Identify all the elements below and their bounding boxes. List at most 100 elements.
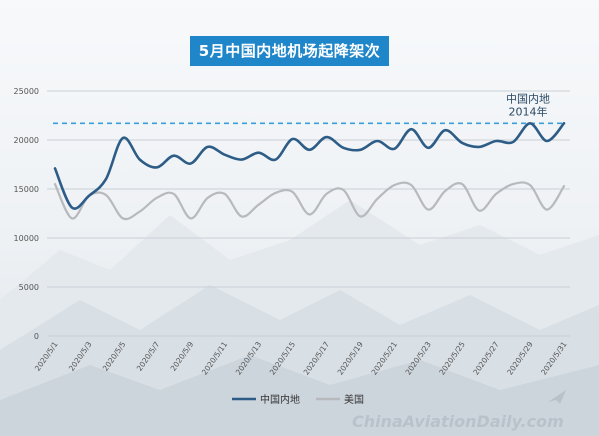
series-lines: [53, 121, 566, 221]
watermark-text: ChinaAviationDaily.com: [352, 412, 564, 431]
data-point-china: [478, 146, 480, 148]
data-point-us: [461, 183, 463, 185]
y-tick-label: 10000: [14, 234, 39, 243]
data-point-china: [223, 154, 225, 156]
legend: 中国内地 美国: [232, 393, 364, 406]
y-tick-label: 5000: [19, 283, 39, 292]
data-point-china: [274, 158, 276, 160]
legend-label-us: 美国: [344, 393, 364, 406]
data-point-us: [342, 189, 344, 191]
data-point-china: [376, 140, 378, 142]
x-tick-label: 2020/5/3: [67, 340, 94, 373]
data-point-china: [444, 129, 446, 131]
data-point-us: [478, 209, 480, 211]
y-tick-label: 0: [34, 332, 39, 341]
reference-label-line2: 2014年: [509, 104, 548, 118]
data-point-china: [546, 140, 548, 142]
data-point-china: [529, 122, 531, 124]
x-tick-label: 2020/5/27: [471, 340, 501, 377]
data-point-us: [495, 193, 497, 195]
x-tick-label: 2020/5/29: [505, 340, 535, 377]
data-point-us: [274, 192, 276, 194]
x-tick-label: 2020/5/25: [437, 340, 467, 377]
data-point-us: [427, 208, 429, 210]
data-point-china: [173, 154, 175, 156]
data-point-china: [122, 137, 124, 139]
data-point-us: [105, 194, 107, 196]
data-point-china: [410, 128, 412, 130]
x-tick-label: 2020/5/7: [135, 340, 162, 373]
data-point-us: [410, 184, 412, 186]
y-axis-ticks: 0 5000 10000 15000 20000 25000: [14, 87, 39, 341]
y-tick-label: 15000: [14, 185, 39, 194]
x-axis-ticks: 2020/5/1 2020/5/3 2020/5/5 2020/5/7 2020/5/9…: [33, 340, 569, 377]
data-point-china: [563, 122, 565, 124]
data-point-china: [342, 147, 344, 149]
data-point-china: [240, 158, 242, 160]
data-point-china: [308, 149, 310, 151]
data-point-china: [359, 149, 361, 151]
data-point-us: [156, 197, 158, 199]
data-point-us: [207, 197, 209, 199]
x-tick-label: 2020/5/11: [200, 340, 230, 377]
x-tick-label: 2020/5/5: [101, 340, 128, 373]
data-point-china: [139, 158, 141, 160]
x-tick-label: 2020/5/13: [234, 340, 264, 377]
x-tick-label: 2020/5/9: [169, 340, 196, 373]
data-point-us: [257, 203, 259, 205]
data-point-us: [512, 183, 514, 185]
data-point-us: [139, 210, 141, 212]
data-point-us: [71, 217, 73, 219]
data-point-us: [376, 198, 378, 200]
data-point-us: [444, 190, 446, 192]
data-point-china: [512, 141, 514, 143]
x-tick-label: 2020/5/15: [268, 340, 298, 377]
x-tick-label: 2020/5/23: [403, 340, 433, 377]
data-point-china: [71, 206, 73, 208]
data-point-china: [190, 162, 192, 164]
y-tick-label: 25000: [14, 87, 39, 96]
data-point-us: [291, 191, 293, 193]
x-tick-label: 2020/5/19: [336, 340, 366, 377]
data-point-china: [325, 136, 327, 138]
chart-title: 5月中国内地机场起降架次: [190, 36, 389, 66]
plane-logo-icon: [548, 390, 566, 404]
reference-label-line1: 中国内地: [506, 91, 550, 105]
data-point-us: [54, 183, 56, 185]
legend-label-china: 中国内地: [260, 393, 300, 406]
data-point-us: [190, 217, 192, 219]
data-point-us: [529, 184, 531, 186]
series-line-china: [53, 121, 566, 210]
data-point-us: [325, 193, 327, 195]
gridlines: [47, 90, 570, 337]
x-tick-label: 2020/5/21: [370, 340, 400, 377]
data-point-us: [240, 215, 242, 217]
data-point-china: [105, 178, 107, 180]
data-point-china: [461, 142, 463, 144]
x-tick-label: 2020/5/17: [302, 340, 332, 377]
data-point-us: [393, 184, 395, 186]
data-point-china: [393, 148, 395, 150]
x-tick-label: 2020/5/31: [539, 340, 569, 377]
y-tick-label: 20000: [14, 136, 39, 145]
data-point-china: [156, 166, 158, 168]
data-point-us: [308, 213, 310, 215]
series-line-us: [53, 181, 566, 221]
data-point-china: [427, 147, 429, 149]
data-point-us: [563, 185, 565, 187]
data-point-china: [54, 167, 56, 169]
data-point-us: [223, 193, 225, 195]
data-point-china: [257, 152, 259, 154]
data-point-us: [359, 215, 361, 217]
data-point-us: [122, 217, 124, 219]
data-point-china: [291, 138, 293, 140]
data-point-china: [207, 146, 209, 148]
data-point-china: [88, 195, 90, 197]
data-point-us: [173, 193, 175, 195]
x-tick-label: 2020/5/1: [33, 340, 60, 373]
data-point-china: [495, 140, 497, 142]
